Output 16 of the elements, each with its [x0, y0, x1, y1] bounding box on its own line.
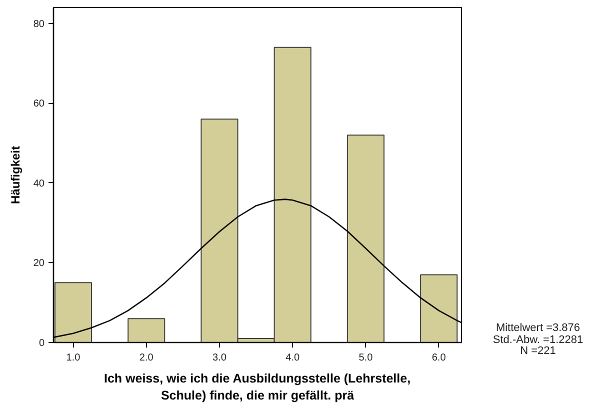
x-tick-label: 6.0	[432, 352, 446, 364]
y-tick-label: 60	[33, 98, 45, 110]
x-tick-label: 4.0	[286, 352, 300, 364]
x-tick-label: 3.0	[212, 352, 227, 364]
x-tick-label: 2.0	[139, 352, 154, 364]
y-tick-label: 80	[33, 18, 45, 30]
x-tick-label: 1.0	[66, 352, 81, 364]
text: Mittelwert =3.876	[494, 322, 582, 334]
x-axis-title: Ich weiss, wie ich die Ausbildungsstelle (Lehrstelle, Schule) finde, die mir gefällt. prä	[104, 372, 411, 402]
y-tick-label: 40	[33, 178, 45, 190]
text: N =221	[519, 345, 557, 357]
text: Std.-Abw. =1.2281	[492, 334, 584, 346]
y-tick-label: 20	[33, 258, 45, 270]
x-tick-label: 5.0	[358, 352, 374, 364]
y-tick-label: 0	[38, 338, 45, 349]
y-axis-title: Häufigkeit	[8, 146, 22, 204]
